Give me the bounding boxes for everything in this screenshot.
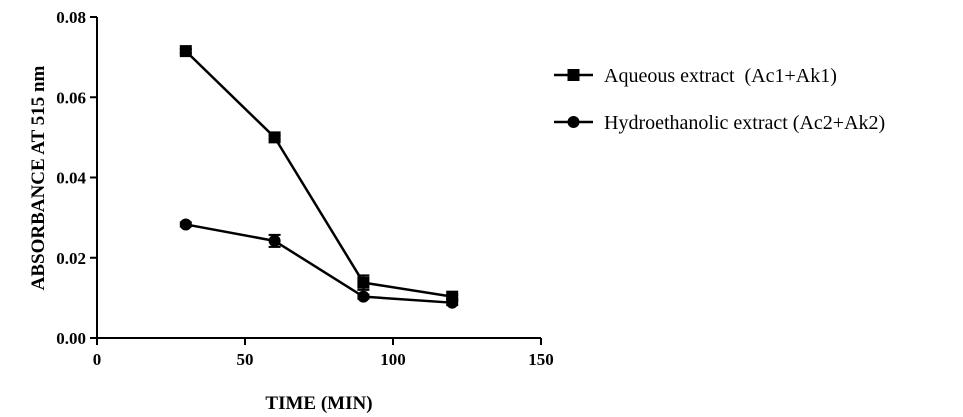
legend: Aqueous extract (Ac1+Ak1) Hydroethanolic … [554,65,885,134]
data-point-circle [179,218,192,231]
data-point-square [179,45,192,58]
chart-marks [179,45,459,309]
x-tick-label: 50 [237,350,254,369]
y-tick-label: 0.08 [56,8,86,27]
legend-marker-circle [567,116,580,128]
legend-label: Aqueous extract (Ac1+Ak1) [604,65,837,87]
legend-item: Hydroethanolic extract (Ac2+Ak2) [554,112,885,134]
legend-label: Hydroethanolic extract (Ac2+Ak2) [604,112,885,134]
legend-marker-square [567,69,580,81]
series-line [185,223,453,304]
y-axis-title: ABSORBANCE AT 515 nm [28,65,49,290]
x-axis-title: TIME (MIN) [265,393,372,414]
x-tick-label: 150 [528,350,554,369]
y-tick-label: 0.04 [56,169,86,188]
y-tick-label: 0.00 [56,329,86,348]
data-point-circle [446,296,459,309]
data-point-circle [357,290,370,303]
axes: 0.00 0.02 0.04 0.06 0.08 0 50 100 150 [56,8,554,369]
data-point-square [357,276,370,289]
y-tick-label: 0.02 [56,249,86,268]
series-line [184,50,453,298]
series-square [179,45,459,303]
data-point-square [268,131,281,144]
data-point-circle [268,234,281,247]
legend-item: Aqueous extract (Ac1+Ak1) [554,65,837,87]
series-circle [179,218,459,309]
x-tick-label: 100 [380,350,406,369]
x-tick-label: 0 [93,350,102,369]
y-tick-label: 0.06 [56,88,86,107]
